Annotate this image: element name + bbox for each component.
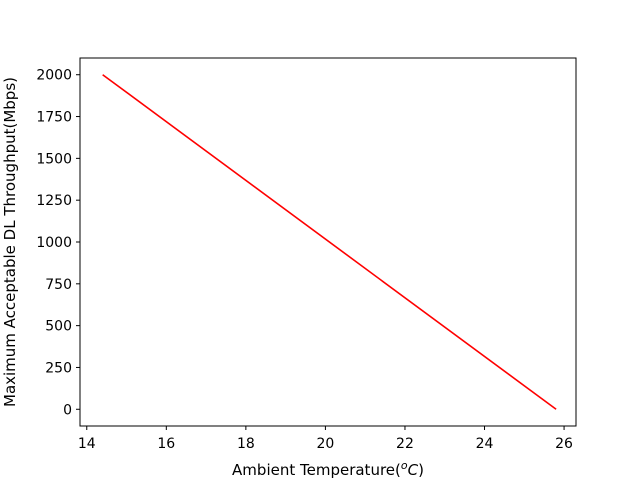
y-tick-label: 1500 [36, 151, 72, 167]
series-line-0 [102, 74, 557, 410]
x-tick-label: 18 [237, 436, 255, 452]
y-tick-label: 0 [63, 402, 72, 418]
y-tick-label: 1000 [36, 235, 72, 251]
series-layer [102, 74, 557, 410]
x-axis-label-superscript: o [401, 459, 408, 472]
y-tick-label: 1750 [36, 110, 72, 126]
y-axis-ticks: 0 250 500 750 1000 1250 1500 1750 2000 [36, 68, 80, 418]
x-axis-label: Ambient Temperature(oC) [232, 459, 424, 479]
y-axis-label: Maximum Acceptable DL Throughput(Mbps) [1, 77, 19, 407]
y-tick-label: 750 [45, 277, 72, 293]
x-axis-label-unit: C [408, 461, 419, 479]
x-tick-label: 24 [476, 436, 494, 452]
y-tick-label: 500 [45, 319, 72, 335]
x-tick-label: 14 [78, 436, 96, 452]
y-tick-label: 1250 [36, 193, 72, 209]
x-tick-label: 22 [396, 436, 414, 452]
x-tick-label: 16 [157, 436, 175, 452]
x-tick-label: 20 [317, 436, 335, 452]
x-axis-ticks: 14 16 18 20 22 24 26 [78, 426, 573, 452]
y-tick-label: 2000 [36, 68, 72, 84]
y-tick-label: 250 [45, 360, 72, 376]
x-tick-label: 26 [555, 436, 573, 452]
